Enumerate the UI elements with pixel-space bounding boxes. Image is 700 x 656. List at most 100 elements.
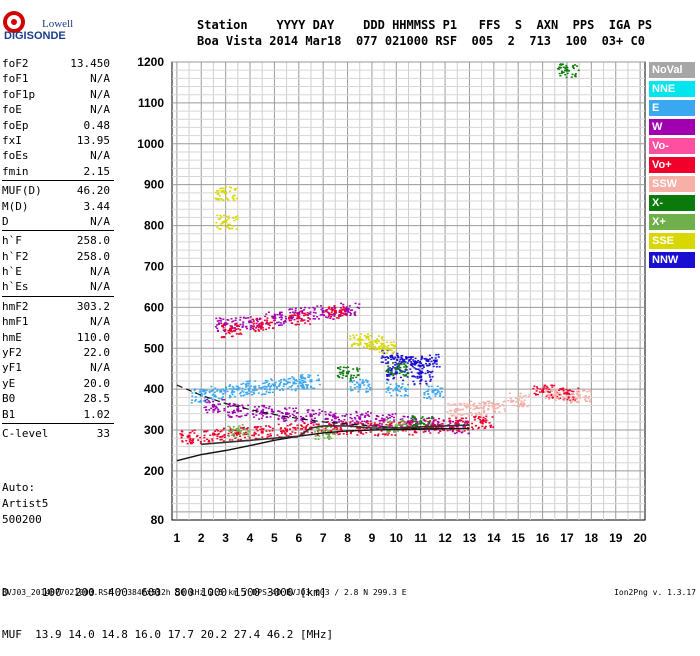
echo-dot xyxy=(266,322,269,324)
echo-dot xyxy=(272,319,275,322)
echo-dot xyxy=(577,401,580,404)
echo-dot xyxy=(366,344,369,347)
param-value: 0.48 xyxy=(83,118,111,132)
echo-dot xyxy=(280,318,283,321)
echo-dot xyxy=(492,410,495,412)
echo-dot xyxy=(351,381,354,383)
echo-dot xyxy=(398,363,401,365)
echo-dot xyxy=(300,375,303,378)
x-tick-label: 19 xyxy=(609,531,623,545)
echo-dot xyxy=(492,408,495,411)
echo-dot xyxy=(272,411,275,413)
echo-dot xyxy=(572,390,575,393)
echo-dot xyxy=(303,422,306,424)
echo-dot xyxy=(327,436,330,439)
echo-dot xyxy=(277,418,280,421)
echo-dot xyxy=(329,414,332,417)
echo-dot xyxy=(326,316,329,319)
echo-dot xyxy=(342,306,345,309)
echo-dot xyxy=(271,427,274,430)
echo-dot xyxy=(227,435,230,437)
echo-dot xyxy=(390,424,393,427)
echo-dot xyxy=(324,427,327,430)
echo-dot xyxy=(220,187,223,189)
echo-dot xyxy=(399,376,402,379)
echo-dot xyxy=(300,374,303,377)
echo-dot xyxy=(412,380,415,383)
echo-dot xyxy=(265,321,268,323)
echo-dot xyxy=(377,347,380,349)
echo-dot xyxy=(367,414,370,416)
echo-dot xyxy=(431,415,434,418)
echo-dot xyxy=(312,317,315,320)
echo-dot xyxy=(333,414,336,417)
echo-dot xyxy=(215,221,218,224)
auto-code: 500200 xyxy=(2,513,42,526)
echo-dot xyxy=(586,390,589,393)
header-labels: Station YYYY DAY DDD HHMMSS P1 FFS S AXN… xyxy=(197,18,653,32)
echo-dot xyxy=(318,435,321,437)
x-tick-label: 4 xyxy=(247,531,254,545)
echo-dot xyxy=(339,433,342,435)
echo-dot xyxy=(558,392,561,394)
echo-dot xyxy=(423,358,426,360)
echo-dot xyxy=(573,400,576,402)
echo-dot xyxy=(405,373,408,376)
echo-dot xyxy=(220,320,223,322)
echo-dot xyxy=(268,324,271,327)
echo-dot xyxy=(246,391,249,393)
echo-dot xyxy=(394,347,397,349)
param-name: hmF2 xyxy=(2,299,29,313)
echo-dot xyxy=(416,421,419,424)
echo-dot xyxy=(262,382,265,385)
echo-dot xyxy=(441,423,444,425)
echo-dot xyxy=(293,414,296,417)
echo-dot xyxy=(231,385,234,388)
echo-dot xyxy=(390,394,393,397)
echo-dot xyxy=(355,334,358,336)
echo-dot xyxy=(333,428,336,430)
param-row: foEs N/A xyxy=(2,148,114,163)
echo-dot xyxy=(574,73,577,75)
series-point xyxy=(346,371,350,375)
echo-dot xyxy=(262,412,265,414)
echo-dot xyxy=(232,434,235,436)
echo-dot xyxy=(288,318,291,320)
echo-dot xyxy=(330,308,333,311)
echo-dot xyxy=(237,439,240,441)
echo-dot xyxy=(345,314,348,317)
echo-dot xyxy=(388,375,391,377)
echo-dot xyxy=(381,350,384,353)
echo-dot xyxy=(271,379,274,382)
echo-dot xyxy=(328,423,331,426)
echo-dot xyxy=(219,214,222,217)
echo-dot xyxy=(368,345,371,347)
echo-dot xyxy=(565,64,568,67)
echo-dot xyxy=(560,388,563,391)
echo-dot xyxy=(230,186,233,189)
echo-dot xyxy=(234,319,237,322)
x-tick-label: 15 xyxy=(512,531,526,545)
echo-dot xyxy=(370,422,373,425)
echo-dot xyxy=(299,310,302,313)
echo-dot xyxy=(406,376,409,378)
echo-dot xyxy=(329,317,332,320)
echo-dot xyxy=(400,355,403,357)
echo-dot xyxy=(291,311,294,313)
echo-dot xyxy=(349,421,352,423)
param-value: 28.5 xyxy=(83,392,111,406)
echo-dot xyxy=(310,386,313,389)
echo-dot xyxy=(222,189,225,192)
echo-dot xyxy=(206,438,209,441)
echo-dot xyxy=(223,330,226,333)
echo-dot xyxy=(378,348,381,350)
echo-dot xyxy=(485,414,488,416)
echo-dot xyxy=(302,416,305,419)
echo-dot xyxy=(241,325,244,328)
echo-dot xyxy=(264,413,267,415)
echo-dot xyxy=(382,421,385,423)
echo-dot xyxy=(301,311,304,313)
echo-dot xyxy=(251,434,254,437)
series-point xyxy=(229,328,233,332)
echo-dot xyxy=(588,390,591,392)
